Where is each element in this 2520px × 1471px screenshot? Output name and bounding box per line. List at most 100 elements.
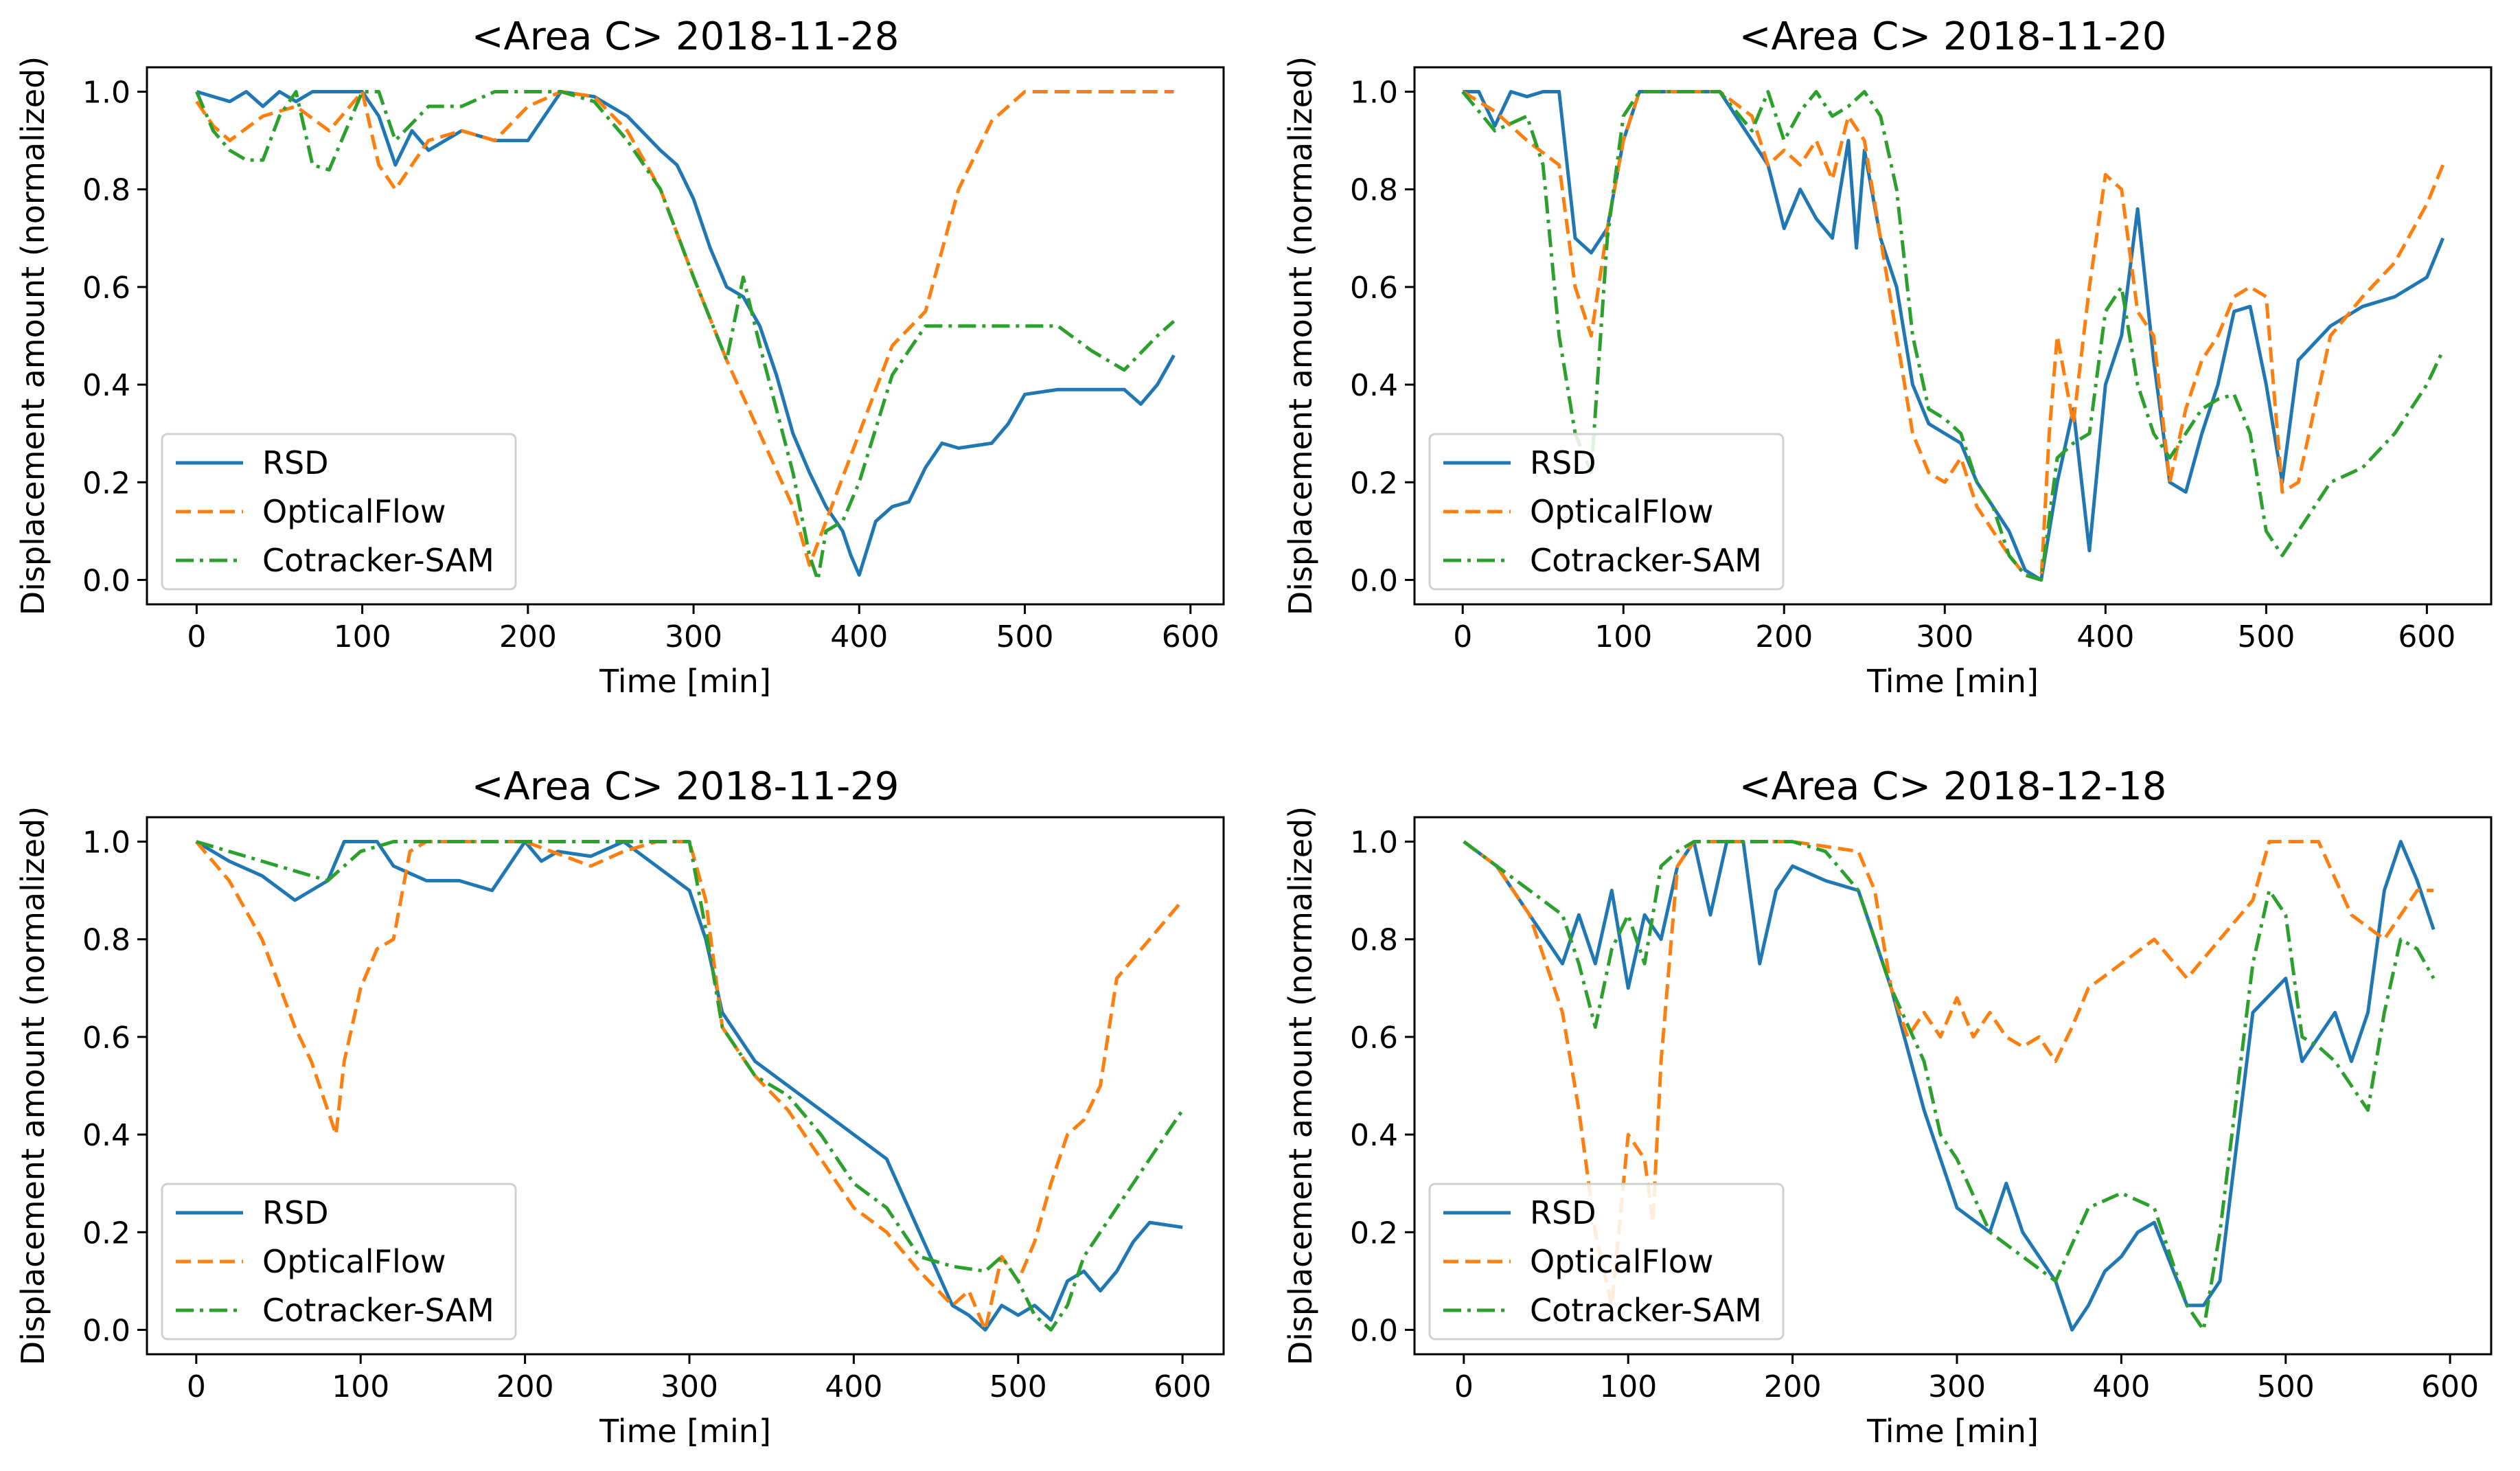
legend-label-rsd: RSD: [262, 444, 329, 481]
x-tick-label: 400: [2092, 1369, 2150, 1404]
axes-frame: [1413, 816, 2493, 1356]
x-tick-label: 300: [661, 1369, 718, 1404]
x-axis-label: Time [min]: [1866, 1413, 2039, 1450]
y-tick-label: 1.0: [82, 825, 130, 860]
y-tick-label: 0.4: [1350, 368, 1398, 403]
series-line-cotracker-sam: [195, 90, 1176, 582]
panel-area-c-2018-12-18: 0 100 200 300 400 500 600 0.0 0.2 0.4 0.6 0.8 1.0 <Ar…: [1282, 764, 2493, 1450]
y-axis-label: Displacement amount (normalized): [14, 56, 51, 615]
x-tick-label: 300: [665, 619, 722, 654]
legend: RSD OpticalFlow Cotracker-SAM: [1428, 433, 1785, 591]
legend-label-rsd: RSD: [1530, 1194, 1596, 1231]
y-tick-label: 1.0: [1350, 825, 1398, 860]
legend-box: [161, 433, 517, 591]
x-tick-label: 0: [187, 619, 206, 654]
series-group: [194, 840, 1184, 1332]
x-tick-label: 500: [2237, 619, 2295, 654]
panel-title: <Area C> 2018-11-29: [472, 764, 900, 809]
y-tick-label: 0.6: [82, 271, 130, 306]
y-tick-label: 0.0: [1350, 1313, 1398, 1348]
y-tick-label: 0.4: [82, 368, 130, 403]
x-tick-label: 400: [830, 619, 888, 654]
y-axis-label: Displacement amount (normalized): [1282, 806, 1319, 1365]
panel-title: <Area C> 2018-11-28: [472, 14, 900, 59]
y-axis-label: Displacement amount (normalized): [1282, 56, 1319, 615]
series-group: [1461, 90, 2445, 582]
legend-box: [1428, 1183, 1785, 1341]
legend: RSD OpticalFlow Cotracker-SAM: [1428, 1183, 1785, 1341]
x-tick-label: 200: [1755, 619, 1813, 654]
y-tick-label: 0.8: [82, 173, 130, 208]
y-tick-label: 0.2: [1350, 1216, 1398, 1251]
x-tick-label: 0: [1454, 1369, 1474, 1404]
legend-label-cotracker-sam: Cotracker-SAM: [262, 542, 494, 579]
y-tick-label: 0.6: [1350, 1020, 1398, 1056]
x-tick-label: 0: [187, 1369, 206, 1404]
legend-box: [1428, 433, 1785, 591]
series-line-rsd: [1463, 840, 2436, 1332]
legend-label-opticalflow: OpticalFlow: [1530, 1243, 1714, 1280]
legend-label-rsd: RSD: [1530, 444, 1596, 481]
y-tick-label: 1.0: [1350, 76, 1398, 111]
series-group: [1463, 840, 2436, 1332]
x-tick-label: 100: [1594, 619, 1652, 654]
legend: RSD OpticalFlow Cotracker-SAM: [161, 433, 517, 591]
y-tick-label: 0.8: [82, 923, 130, 958]
y-tick-label: 0.2: [82, 1216, 130, 1251]
x-tick-label: 600: [2398, 619, 2455, 654]
y-tick-label: 0.0: [82, 1313, 130, 1348]
x-axis-label: Time [min]: [599, 663, 771, 700]
series-line-rsd: [195, 840, 1183, 1332]
legend: RSD OpticalFlow Cotracker-SAM: [161, 1183, 517, 1341]
x-axis-label: Time [min]: [1866, 663, 2039, 700]
x-tick-label: 400: [2076, 619, 2134, 654]
series-line-opticalflow: [1463, 840, 2434, 1308]
x-axis-label: Time [min]: [599, 1413, 771, 1450]
y-tick-label: 0.4: [82, 1118, 130, 1153]
legend-label-cotracker-sam: Cotracker-SAM: [262, 1292, 494, 1329]
y-tick-label: 0.0: [1350, 563, 1398, 598]
panel-area-c-2018-11-20: 0 100 200 300 400 500 600 0.0 0.2 0.4 0.6 0.8 1.0 <Ar…: [1282, 14, 2493, 700]
x-tick-label: 300: [1916, 619, 1973, 654]
x-tick-label: 600: [1154, 1369, 1211, 1404]
panel-title: <Area C> 2018-11-20: [1739, 14, 2167, 59]
x-tick-label: 100: [332, 1369, 389, 1404]
y-tick-label: 0.2: [82, 466, 130, 501]
x-tick-label: 200: [499, 619, 557, 654]
x-tick-label: 600: [1162, 619, 1219, 654]
axes-frame: [1413, 66, 2493, 606]
x-tick-label: 200: [496, 1369, 554, 1404]
panel-area-c-2018-11-28: 0 100 200 300 400 500 600 0.0 0.2 0.4 0.6 0.8 1.0 <Ar…: [14, 14, 1225, 700]
y-tick-label: 0.6: [82, 1020, 130, 1056]
legend-label-cotracker-sam: Cotracker-SAM: [1530, 1292, 1762, 1329]
panel-title: <Area C> 2018-12-18: [1739, 764, 2167, 809]
y-tick-label: 0.4: [1350, 1118, 1398, 1153]
x-tick-label: 500: [989, 1369, 1047, 1404]
panel-area-c-2018-11-29: 0 100 200 300 400 500 600 0.0 0.2 0.4 0.6 0.8 1.0 <Ar…: [14, 764, 1225, 1450]
y-tick-label: 1.0: [82, 76, 130, 111]
legend-box: [161, 1183, 517, 1341]
x-tick-label: 200: [1764, 1369, 1822, 1404]
series-line-cotracker-sam: [1461, 90, 2445, 582]
legend-label-opticalflow: OpticalFlow: [262, 493, 446, 530]
x-tick-label: 500: [996, 619, 1054, 654]
x-tick-label: 500: [2257, 1369, 2315, 1404]
x-tick-label: 600: [2421, 1369, 2479, 1404]
x-tick-label: 0: [1453, 619, 1472, 654]
x-tick-label: 100: [334, 619, 391, 654]
series-line-rsd: [196, 90, 1176, 577]
legend-label-cotracker-sam: Cotracker-SAM: [1530, 542, 1762, 579]
y-tick-label: 0.8: [1350, 173, 1398, 208]
axes-frame: [146, 66, 1225, 606]
legend-label-opticalflow: OpticalFlow: [1530, 493, 1714, 530]
legend-label-opticalflow: OpticalFlow: [262, 1243, 446, 1280]
y-tick-label: 0.2: [1350, 466, 1398, 501]
series-line-opticalflow: [194, 840, 1184, 1332]
axes-frame: [146, 816, 1225, 1356]
series-line-cotracker-sam: [1463, 840, 2436, 1332]
y-tick-label: 0.6: [1350, 271, 1398, 306]
y-tick-label: 0.0: [82, 563, 130, 598]
y-tick-label: 0.8: [1350, 923, 1398, 958]
